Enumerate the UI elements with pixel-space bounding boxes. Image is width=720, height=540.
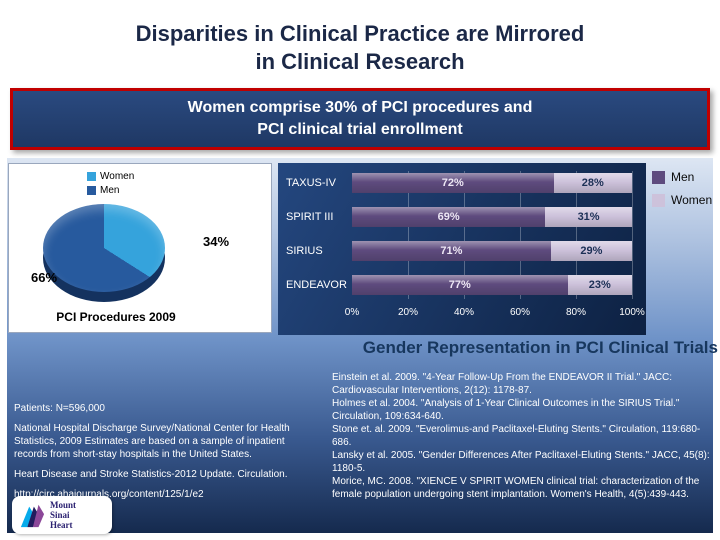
bar-chart-legend: Men Women	[652, 170, 712, 216]
women-bar-swatch	[652, 193, 665, 207]
pie-legend-men: Men	[87, 185, 134, 196]
pie-chart-panel: Women Men 34% 66% PCI Procedures 2009	[8, 163, 272, 333]
section-title: Gender Representation in PCI Clinical Tr…	[362, 338, 718, 357]
bar-track: 77% 23%	[352, 275, 632, 295]
bar-gridlines	[352, 171, 633, 299]
bar-legend-men: Men	[652, 170, 712, 184]
x-tick-label: 60%	[509, 307, 531, 318]
bar-legend-men-label: Men	[671, 170, 695, 184]
women-swatch	[87, 172, 96, 181]
slide-title-line1: Disparities in Clinical Practice are Mir…	[135, 21, 585, 46]
bar-track: 69% 31%	[352, 207, 632, 227]
slide-title-line2: in Clinical Research	[255, 49, 465, 74]
slide-title: Disparities in Clinical Practice are Mir…	[0, 20, 720, 76]
reference-item: Stone et. al. 2009. "Everolimus-and Pacl…	[332, 424, 701, 448]
men-swatch	[87, 186, 96, 195]
pie-chart-title: PCI Procedures 2009	[56, 310, 176, 324]
bar-rows: TAXUS-IV 72% 28% SPIRIT III 69% 31% SIRIUS 71% 2…	[286, 171, 632, 307]
x-tick-label: 0%	[344, 307, 360, 318]
pie-chart	[43, 204, 165, 304]
mount-sinai-logo: Mount Sinai Heart	[12, 496, 112, 534]
banner-line2: PCI clinical trial enrollment	[257, 121, 463, 138]
pie-legend-men-label: Men	[100, 185, 120, 196]
pie-value-men: 66%	[31, 270, 58, 285]
reference-item: Einstein et al. 2009. "4-Year Follow-Up …	[332, 372, 672, 396]
bar-segment-women: 28%	[553, 173, 632, 193]
reference-item: Lansky et al. 2005. "Gender Differences …	[332, 450, 710, 474]
logo-text-line2: Sinai	[50, 510, 70, 520]
pie-legend-women: Women	[87, 171, 134, 182]
bar-row: SIRIUS 71% 29%	[286, 239, 632, 263]
bar-category-label: TAXUS-IV	[286, 177, 336, 189]
logo-text-line1: Mount	[50, 500, 77, 510]
bar-category-label: SPIRIT III	[286, 211, 334, 223]
bar-segment-men: 71%	[352, 241, 551, 261]
bar-category-label: SIRIUS	[286, 245, 323, 257]
pie-legend: Women Men	[87, 171, 134, 199]
pie-value-women: 34%	[203, 234, 230, 249]
bar-segment-men: 69%	[352, 207, 546, 227]
pie-legend-women-label: Women	[100, 171, 135, 182]
bar-track: 71% 29%	[352, 241, 632, 261]
bar-track: 72% 28%	[352, 173, 632, 193]
x-tick-label: 20%	[397, 307, 419, 318]
note-survey: National Hospital Discharge Survey/Natio…	[14, 423, 290, 460]
headline-banner: Women comprise 30% of PCI procedures and…	[10, 88, 710, 150]
x-tick-label: 40%	[453, 307, 475, 318]
men-bar-swatch	[652, 170, 665, 184]
bar-category-label: ENDEAVOR	[286, 279, 347, 291]
bar-x-axis: 0% 20% 40% 60% 80% 100%	[345, 307, 645, 321]
note-statistics: Heart Disease and Stroke Statistics-2012…	[14, 469, 288, 480]
note-url: http://circ.ahajournals.org/content/125/…	[14, 489, 204, 500]
mount-sinai-logo-text: Mount Sinai Heart	[50, 500, 76, 530]
source-notes: Patients: N=596,000 National Hospital Di…	[14, 402, 316, 508]
gridline	[520, 171, 521, 299]
gridline	[576, 171, 577, 299]
reference-item: Morice, MC. 2008. "XIENCE V SPIRIT WOMEN…	[332, 476, 700, 500]
gridline	[464, 171, 465, 299]
mount-sinai-logo-icon	[20, 504, 45, 528]
bar-chart-panel: TAXUS-IV 72% 28% SPIRIT III 69% 31% SIRIUS 71% 2…	[278, 163, 646, 335]
x-tick-label: 80%	[565, 307, 587, 318]
x-tick-label: 100%	[619, 307, 645, 318]
gridline	[408, 171, 409, 299]
banner-line1: Women comprise 30% of PCI procedures and	[187, 99, 533, 116]
bar-segment-men: 77%	[352, 275, 568, 295]
bar-legend-women: Women	[652, 193, 712, 207]
gridline	[632, 171, 633, 299]
bar-legend-women-label: Women	[671, 193, 713, 207]
reference-item: Holmes et al. 2004. "Analysis of 1-Year …	[332, 398, 680, 422]
bar-row: ENDEAVOR 77% 23%	[286, 273, 632, 297]
bar-row: TAXUS-IV 72% 28%	[286, 171, 632, 195]
bar-segment-women: 29%	[550, 241, 632, 261]
bar-row: SPIRIT III 69% 31%	[286, 205, 632, 229]
bar-segment-women: 31%	[545, 207, 632, 227]
pie	[43, 204, 165, 292]
bar-segment-women: 23%	[567, 275, 632, 295]
bar-segment-men: 72%	[352, 173, 554, 193]
note-patients: Patients: N=596,000	[14, 403, 105, 414]
references-list: Einstein et al. 2009. "4-Year Follow-Up …	[332, 372, 718, 502]
logo-text-line3: Heart	[50, 520, 73, 530]
